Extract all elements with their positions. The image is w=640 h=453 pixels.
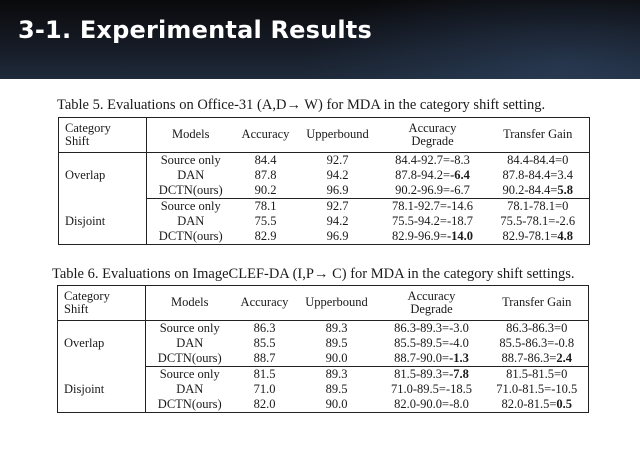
degrade-cell: 86.3-89.3=-3.0 [394,320,469,335]
degrade-cell: 78.1-92.7=-14.6 [392,198,473,213]
degrade-cell: 87.8-94.2=-6.4 [395,167,470,182]
degrade-cell: 81.5-89.3=-7.8 [394,366,469,381]
table6-header-degrade: Accuracy Degrade [377,285,486,321]
degrade-cell: 84.4-92.7=-8.3 [395,152,470,167]
gain-cell: 71.0-81.5=-10.5 [496,381,578,396]
table-row: DAN 75.5 94.2 75.5-94.2=-18.7 75.5-78.1=… [59,214,590,229]
accuracy-cell: 71.0 [253,381,276,396]
table5: Category Shift Models Accuracy Upperbound… [58,117,590,245]
gain-cell: 82.0-81.5=0.5 [501,396,573,411]
table-row: DCTN(ours) 82.0 90.0 82.0-90.0=-8.0 82.0… [58,397,589,413]
gain-cell: 87.8-84.4=3.4 [502,167,574,182]
accuracy-cell: 85.5 [253,335,276,350]
accuracy-cell: 75.5 [254,213,277,228]
upperbound-cell: 90.0 [325,396,348,411]
upperbound-cell: 89.3 [325,366,348,381]
table-row: DCTN(ours) 88.7 90.0 88.7-90.0=-1.3 88.7… [58,351,589,367]
degrade-cell: 90.2-96.9=-6.7 [378,183,487,199]
degrade-cell: 82.0-90.0=-8.0 [394,396,469,411]
degrade-cell: 75.5-94.2=-18.7 [392,213,473,228]
slide-header: 3-1. Experimental Results [0,0,640,79]
model-cell: Source only [159,366,220,381]
model-cell: DAN [177,167,205,182]
gain-cell: 82.9-78.1=4.8 [502,228,574,243]
table5-header-transfer-gain: Transfer Gain [486,117,590,153]
model-cell: DCTN(ours) [158,228,223,243]
table6-caption: Table 6. Evaluations on ImageCLEF-DA (I,… [52,266,575,282]
shift-label: Disjoint [57,366,146,413]
table6: Category Shift Models Accuracy Upperbound… [57,285,589,413]
table5-header-row: Category Shift Models Accuracy Upperbound… [58,117,590,153]
gain-cell: 84.4-84.4=0 [507,152,569,167]
model-cell: Source only [160,152,221,167]
table5-header-upperbound: Upperbound [296,117,379,153]
upperbound-cell: 89.5 [325,335,348,350]
upperbound-cell: 94.2 [326,167,349,182]
table-row: DCTN(ours) 82.9 96.9 82.9-96.9=-14.0 82.… [59,229,590,245]
model-cell: Source only [160,198,221,213]
model-cell: DAN [176,335,204,350]
degrade-cell: 71.0-89.5=-18.5 [391,381,472,396]
upperbound-cell: 90.0 [295,351,378,367]
table-row: DCTN(ours) 90.2 96.9 90.2-96.9=-6.7 90.2… [59,183,590,199]
table-row: DAN 71.0 89.5 71.0-89.5=-18.5 71.0-81.5=… [58,382,589,397]
gain-cell: 78.1-78.1=0 [507,198,569,213]
accuracy-cell: 82.9 [254,228,277,243]
model-cell: DCTN(ours) [145,351,234,367]
model-cell: Source only [159,320,220,335]
gain-cell: 75.5-78.1=-2.6 [500,213,576,228]
accuracy-cell: 78.1 [254,198,277,213]
accuracy-cell: 86.3 [253,320,276,335]
gain-cell: 85.5-86.3=-0.8 [499,335,575,350]
gain-cell: 88.7-86.3=2.4 [485,351,589,367]
table6-header-row: Category Shift Models Accuracy Upperbound… [57,285,589,321]
accuracy-cell: 81.5 [253,366,276,381]
table-row: Overlap Source only 86.3 89.3 86.3-89.3=… [57,320,589,367]
table5-header-accuracy: Accuracy [234,117,297,153]
upperbound-cell: 96.9 [326,228,349,243]
table6-header-upperbound: Upperbound [295,285,378,321]
upperbound-cell: 96.9 [296,183,379,199]
gain-cell: 90.2-84.4=5.8 [486,183,590,199]
table6-header-accuracy: Accuracy [233,285,296,321]
accuracy-cell: 90.2 [234,183,297,199]
shift-label: Overlap [57,320,146,367]
table-row: Overlap Source only 84.4 92.7 84.4-92.7=… [58,152,590,199]
degrade-cell: 82.9-96.9=-14.0 [391,228,473,243]
accuracy-cell: 84.4 [254,152,277,167]
table-row: DAN 85.5 89.5 85.5-89.5=-4.0 85.5-86.3=-… [58,336,589,351]
upperbound-cell: 92.7 [326,198,349,213]
gain-cell: 86.3-86.3=0 [506,320,568,335]
gain-cell: 81.5-81.5=0 [506,366,568,381]
upperbound-cell: 89.5 [325,381,348,396]
degrade-cell: 85.5-89.5=-4.0 [394,335,469,350]
upperbound-cell: 92.7 [326,152,349,167]
table5-header-category-shift: Category Shift [58,117,147,153]
table5-caption: Table 5. Evaluations on Office-31 (A,D→ … [57,97,546,113]
table-row: Disjoint Source only 78.1 92.7 78.1-92.7… [58,198,590,245]
model-cell: DCTN(ours) [146,183,235,199]
model-cell: DCTN(ours) [157,396,222,411]
accuracy-cell: 87.8 [254,167,277,182]
table5-header-degrade: Accuracy Degrade [378,117,487,153]
shift-label: Disjoint [58,198,147,245]
slide-title: 3-1. Experimental Results [18,16,372,44]
model-cell: DAN [176,381,204,396]
table5-header-models: Models [146,117,235,153]
table6-header-transfer-gain: Transfer Gain [485,285,589,321]
upperbound-cell: 94.2 [326,213,349,228]
accuracy-cell: 88.7 [233,351,296,367]
model-cell: DAN [177,213,205,228]
shift-label: Overlap [58,152,147,199]
table6-header-models: Models [145,285,234,321]
upperbound-cell: 89.3 [325,320,348,335]
table-row: Disjoint Source only 81.5 89.3 81.5-89.3… [57,366,589,413]
accuracy-cell: 82.0 [253,396,276,411]
degrade-cell: 88.7-90.0=-1.3 [377,351,486,367]
table-row: DAN 87.8 94.2 87.8-94.2=-6.4 87.8-84.4=3… [59,168,590,183]
table6-header-category-shift: Category Shift [57,285,146,321]
